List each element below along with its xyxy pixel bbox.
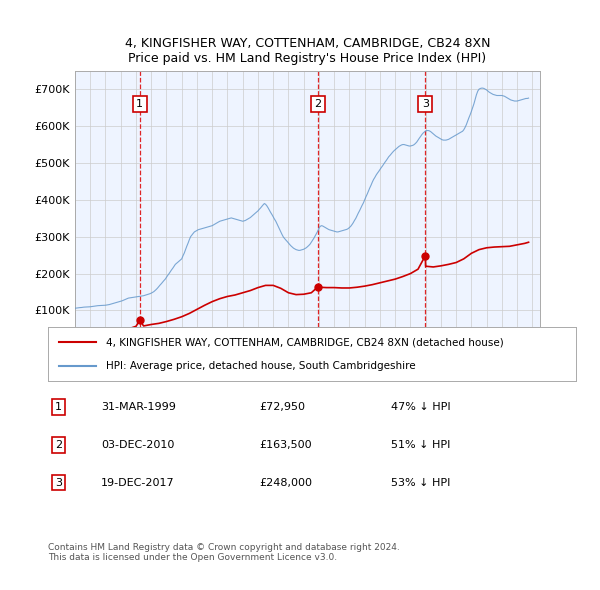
Text: £248,000: £248,000 — [259, 478, 312, 487]
Text: 1: 1 — [136, 99, 143, 109]
Text: 3: 3 — [55, 478, 62, 487]
Title: 4, KINGFISHER WAY, COTTENHAM, CAMBRIDGE, CB24 8XN
Price paid vs. HM Land Registr: 4, KINGFISHER WAY, COTTENHAM, CAMBRIDGE,… — [125, 38, 490, 65]
Text: 31-MAR-1999: 31-MAR-1999 — [101, 402, 176, 412]
Text: 51% ↓ HPI: 51% ↓ HPI — [391, 440, 451, 450]
Text: 3: 3 — [422, 99, 428, 109]
Text: 1: 1 — [55, 402, 62, 412]
Text: 53% ↓ HPI: 53% ↓ HPI — [391, 478, 451, 487]
Text: 2: 2 — [55, 440, 62, 450]
Text: £163,500: £163,500 — [259, 440, 312, 450]
Text: 4, KINGFISHER WAY, COTTENHAM, CAMBRIDGE, CB24 8XN (detached house): 4, KINGFISHER WAY, COTTENHAM, CAMBRIDGE,… — [106, 337, 504, 348]
Text: £72,950: £72,950 — [259, 402, 305, 412]
Text: 19-DEC-2017: 19-DEC-2017 — [101, 478, 175, 487]
Text: Contains HM Land Registry data © Crown copyright and database right 2024.
This d: Contains HM Land Registry data © Crown c… — [48, 543, 400, 562]
Text: 03-DEC-2010: 03-DEC-2010 — [101, 440, 174, 450]
Text: 47% ↓ HPI: 47% ↓ HPI — [391, 402, 451, 412]
Text: HPI: Average price, detached house, South Cambridgeshire: HPI: Average price, detached house, Sout… — [106, 360, 416, 371]
Text: 2: 2 — [314, 99, 321, 109]
